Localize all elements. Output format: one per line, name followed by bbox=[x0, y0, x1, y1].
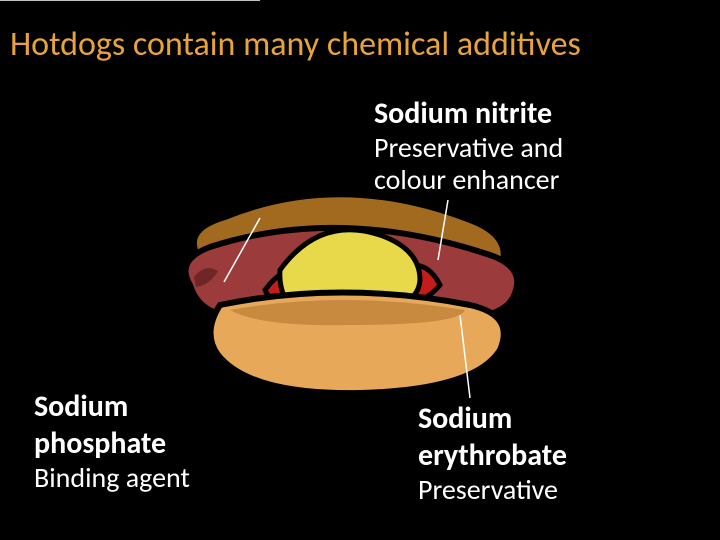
label-sodium-erythrobate: Sodium erythrobate Preservative bbox=[418, 400, 567, 506]
label-title-line: Sodium bbox=[34, 388, 190, 425]
hotdog-svg bbox=[170, 175, 530, 405]
label-sodium-nitrite: Sodium nitrite Preservative and colour e… bbox=[374, 95, 563, 196]
label-desc: Preservative bbox=[418, 474, 567, 506]
slide: { "title": { "text": "Hotdogs contain ma… bbox=[0, 0, 720, 540]
label-desc-line: Preservative and bbox=[374, 132, 563, 164]
label-sodium-phosphate: Sodium phosphate Binding agent bbox=[34, 388, 190, 494]
hotdog-illustration bbox=[170, 175, 530, 405]
label-desc-line: colour enhancer bbox=[374, 164, 563, 196]
label-title: Sodium nitrite bbox=[374, 95, 563, 132]
label-desc: Binding agent bbox=[34, 462, 190, 494]
slide-title: Hotdogs contain many chemical additives bbox=[10, 24, 710, 65]
label-title-line: erythrobate bbox=[418, 437, 567, 474]
label-title-line: Sodium bbox=[418, 400, 567, 437]
label-title-line: phosphate bbox=[34, 425, 190, 462]
